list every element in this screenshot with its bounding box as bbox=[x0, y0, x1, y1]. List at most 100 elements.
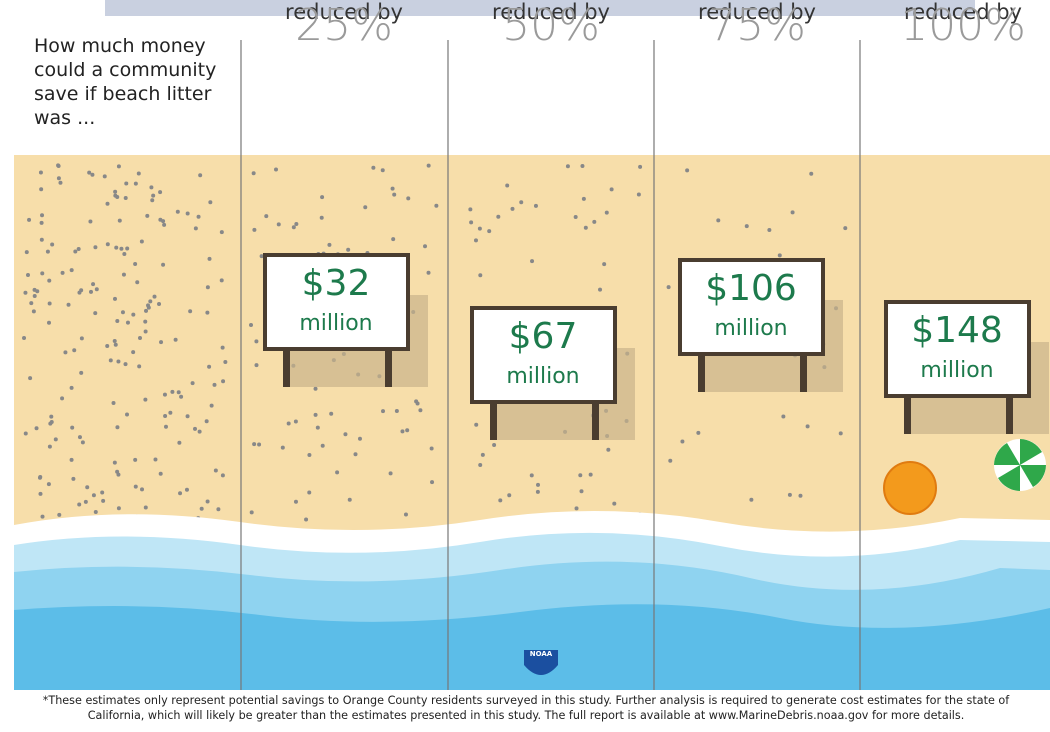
litter-dot bbox=[400, 429, 404, 433]
litter-dot bbox=[505, 184, 509, 188]
column-percent: 50% bbox=[448, 0, 654, 51]
litter-dot bbox=[191, 381, 195, 385]
litter-dot bbox=[116, 359, 120, 363]
sign-post bbox=[385, 345, 392, 387]
litter-dot bbox=[592, 220, 596, 224]
litter-dot bbox=[124, 181, 128, 185]
litter-dot bbox=[26, 273, 30, 277]
litter-dot bbox=[254, 363, 258, 367]
litter-dot bbox=[170, 390, 174, 394]
litter-dot bbox=[839, 431, 843, 435]
litter-dot bbox=[745, 224, 749, 228]
sign-post bbox=[904, 392, 911, 434]
litter-dot bbox=[358, 437, 362, 441]
litter-dot bbox=[316, 426, 320, 430]
litter-dot bbox=[145, 214, 149, 218]
litter-dot bbox=[40, 213, 44, 217]
litter-dot bbox=[38, 492, 42, 496]
litter-dot bbox=[122, 273, 126, 277]
litter-dot bbox=[24, 431, 28, 435]
litter-dot bbox=[198, 173, 202, 177]
litter-dot bbox=[606, 448, 610, 452]
litter-dot bbox=[153, 295, 157, 299]
litter-dot bbox=[343, 432, 347, 436]
litter-dot bbox=[153, 457, 157, 461]
litter-dot bbox=[798, 494, 802, 498]
litter-dot bbox=[418, 408, 422, 412]
litter-dot bbox=[346, 248, 350, 252]
litter-dot bbox=[404, 512, 408, 516]
litter-dot bbox=[109, 358, 113, 362]
litter-dot bbox=[478, 463, 482, 467]
litter-dot bbox=[57, 513, 61, 517]
litter-dot bbox=[140, 487, 144, 491]
amount: $67 bbox=[478, 316, 608, 357]
litter-dot bbox=[113, 194, 117, 198]
litter-dot bbox=[582, 197, 586, 201]
litter-dot bbox=[589, 473, 593, 477]
litter-dot bbox=[138, 336, 142, 340]
litter-dot bbox=[605, 211, 609, 215]
litter-dot bbox=[143, 398, 147, 402]
litter-dot bbox=[781, 415, 785, 419]
litter-dot bbox=[67, 303, 71, 307]
litter-dot bbox=[395, 409, 399, 413]
litter-dot bbox=[716, 218, 720, 222]
column-percent: 25% bbox=[241, 0, 447, 51]
litter-dot bbox=[353, 452, 357, 456]
litter-dot bbox=[221, 473, 225, 477]
litter-dot bbox=[77, 247, 81, 251]
litter-dot bbox=[249, 323, 253, 327]
litter-dot bbox=[478, 227, 482, 231]
litter-dot bbox=[487, 229, 491, 233]
litter-dot bbox=[162, 223, 166, 227]
litter-dot bbox=[33, 294, 37, 298]
litter-dot bbox=[117, 164, 121, 168]
litter-dot bbox=[212, 383, 216, 387]
litter-dot bbox=[159, 340, 163, 344]
litter-dot bbox=[197, 215, 201, 219]
litter-dot bbox=[23, 291, 27, 295]
litter-dot bbox=[148, 299, 152, 303]
litter-dot bbox=[47, 279, 51, 283]
sign-post bbox=[698, 350, 705, 392]
litter-dot bbox=[35, 426, 39, 430]
litter-dot bbox=[93, 245, 97, 249]
litter-dot bbox=[88, 220, 92, 224]
litter-dot bbox=[159, 472, 163, 476]
litter-dot bbox=[314, 387, 318, 391]
litter-dot bbox=[391, 237, 395, 241]
litter-dot bbox=[79, 371, 83, 375]
litter-dot bbox=[791, 210, 795, 214]
litter-dot bbox=[115, 319, 119, 323]
litter-dot bbox=[90, 173, 94, 177]
litter-dot bbox=[200, 507, 204, 511]
litter-dot bbox=[637, 192, 641, 196]
sign-post bbox=[283, 345, 290, 387]
unit: million bbox=[686, 316, 816, 341]
litter-dot bbox=[843, 226, 847, 230]
litter-dot bbox=[158, 218, 162, 222]
litter-dot bbox=[58, 181, 62, 185]
litter-dot bbox=[430, 480, 434, 484]
litter-dot bbox=[188, 309, 192, 313]
litter-dot bbox=[250, 510, 254, 514]
litter-dot bbox=[29, 301, 33, 305]
litter-dot bbox=[252, 442, 256, 446]
litter-dot bbox=[496, 215, 500, 219]
litter-dot bbox=[205, 419, 209, 423]
litter-dot bbox=[161, 263, 165, 267]
litter-dot bbox=[221, 346, 225, 350]
litter-dot bbox=[40, 238, 44, 242]
litter-dot bbox=[78, 435, 82, 439]
litter-dot bbox=[73, 250, 77, 254]
litter-dot bbox=[216, 507, 220, 511]
litter-dot bbox=[163, 393, 167, 397]
litter-dot bbox=[406, 196, 410, 200]
litter-dot bbox=[214, 468, 218, 472]
litter-dot bbox=[198, 430, 202, 434]
litter-dot bbox=[144, 505, 148, 509]
litter-dot bbox=[414, 399, 418, 403]
litter-dot bbox=[134, 485, 138, 489]
litter-dot bbox=[22, 336, 26, 340]
